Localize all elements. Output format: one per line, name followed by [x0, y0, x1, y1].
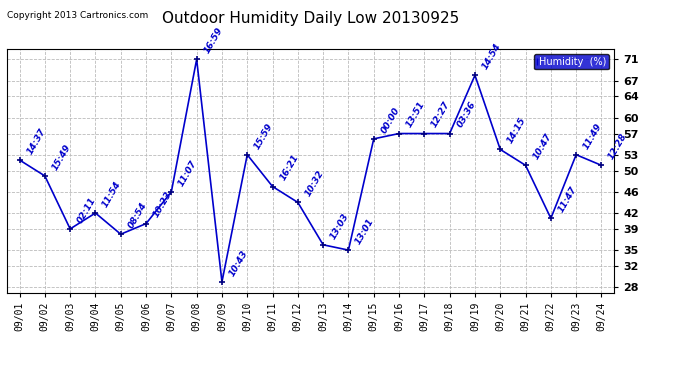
Text: Copyright 2013 Cartronics.com: Copyright 2013 Cartronics.com [7, 11, 148, 20]
Text: 08:54: 08:54 [126, 201, 148, 230]
Text: 03:36: 03:36 [455, 100, 477, 129]
Text: 16:21: 16:21 [278, 153, 300, 182]
Text: 13:03: 13:03 [328, 211, 351, 241]
Text: 15:59: 15:59 [253, 121, 275, 150]
Text: 13:01: 13:01 [354, 217, 376, 246]
Text: Outdoor Humidity Daily Low 20130925: Outdoor Humidity Daily Low 20130925 [162, 11, 459, 26]
Text: 10:43: 10:43 [228, 249, 250, 278]
Text: 13:51: 13:51 [404, 100, 426, 129]
Text: 10:47: 10:47 [531, 132, 553, 161]
Text: 15:49: 15:49 [50, 142, 72, 172]
Text: 11:47: 11:47 [556, 185, 578, 214]
Text: 11:54: 11:54 [101, 180, 123, 209]
Text: 14:37: 14:37 [25, 127, 47, 156]
Text: 14:54: 14:54 [480, 42, 502, 71]
Text: 12:27: 12:27 [430, 100, 452, 129]
Legend: Humidity  (%): Humidity (%) [534, 54, 609, 69]
Text: 16:59: 16:59 [202, 26, 224, 55]
Text: 10:23: 10:23 [152, 190, 174, 219]
Text: 11:49: 11:49 [582, 121, 604, 150]
Text: 02:11: 02:11 [76, 195, 98, 225]
Text: 00:00: 00:00 [380, 105, 402, 135]
Text: 10:32: 10:32 [304, 169, 326, 198]
Text: 12:28: 12:28 [607, 132, 629, 161]
Text: 14:15: 14:15 [506, 116, 528, 145]
Text: 11:07: 11:07 [177, 158, 199, 188]
